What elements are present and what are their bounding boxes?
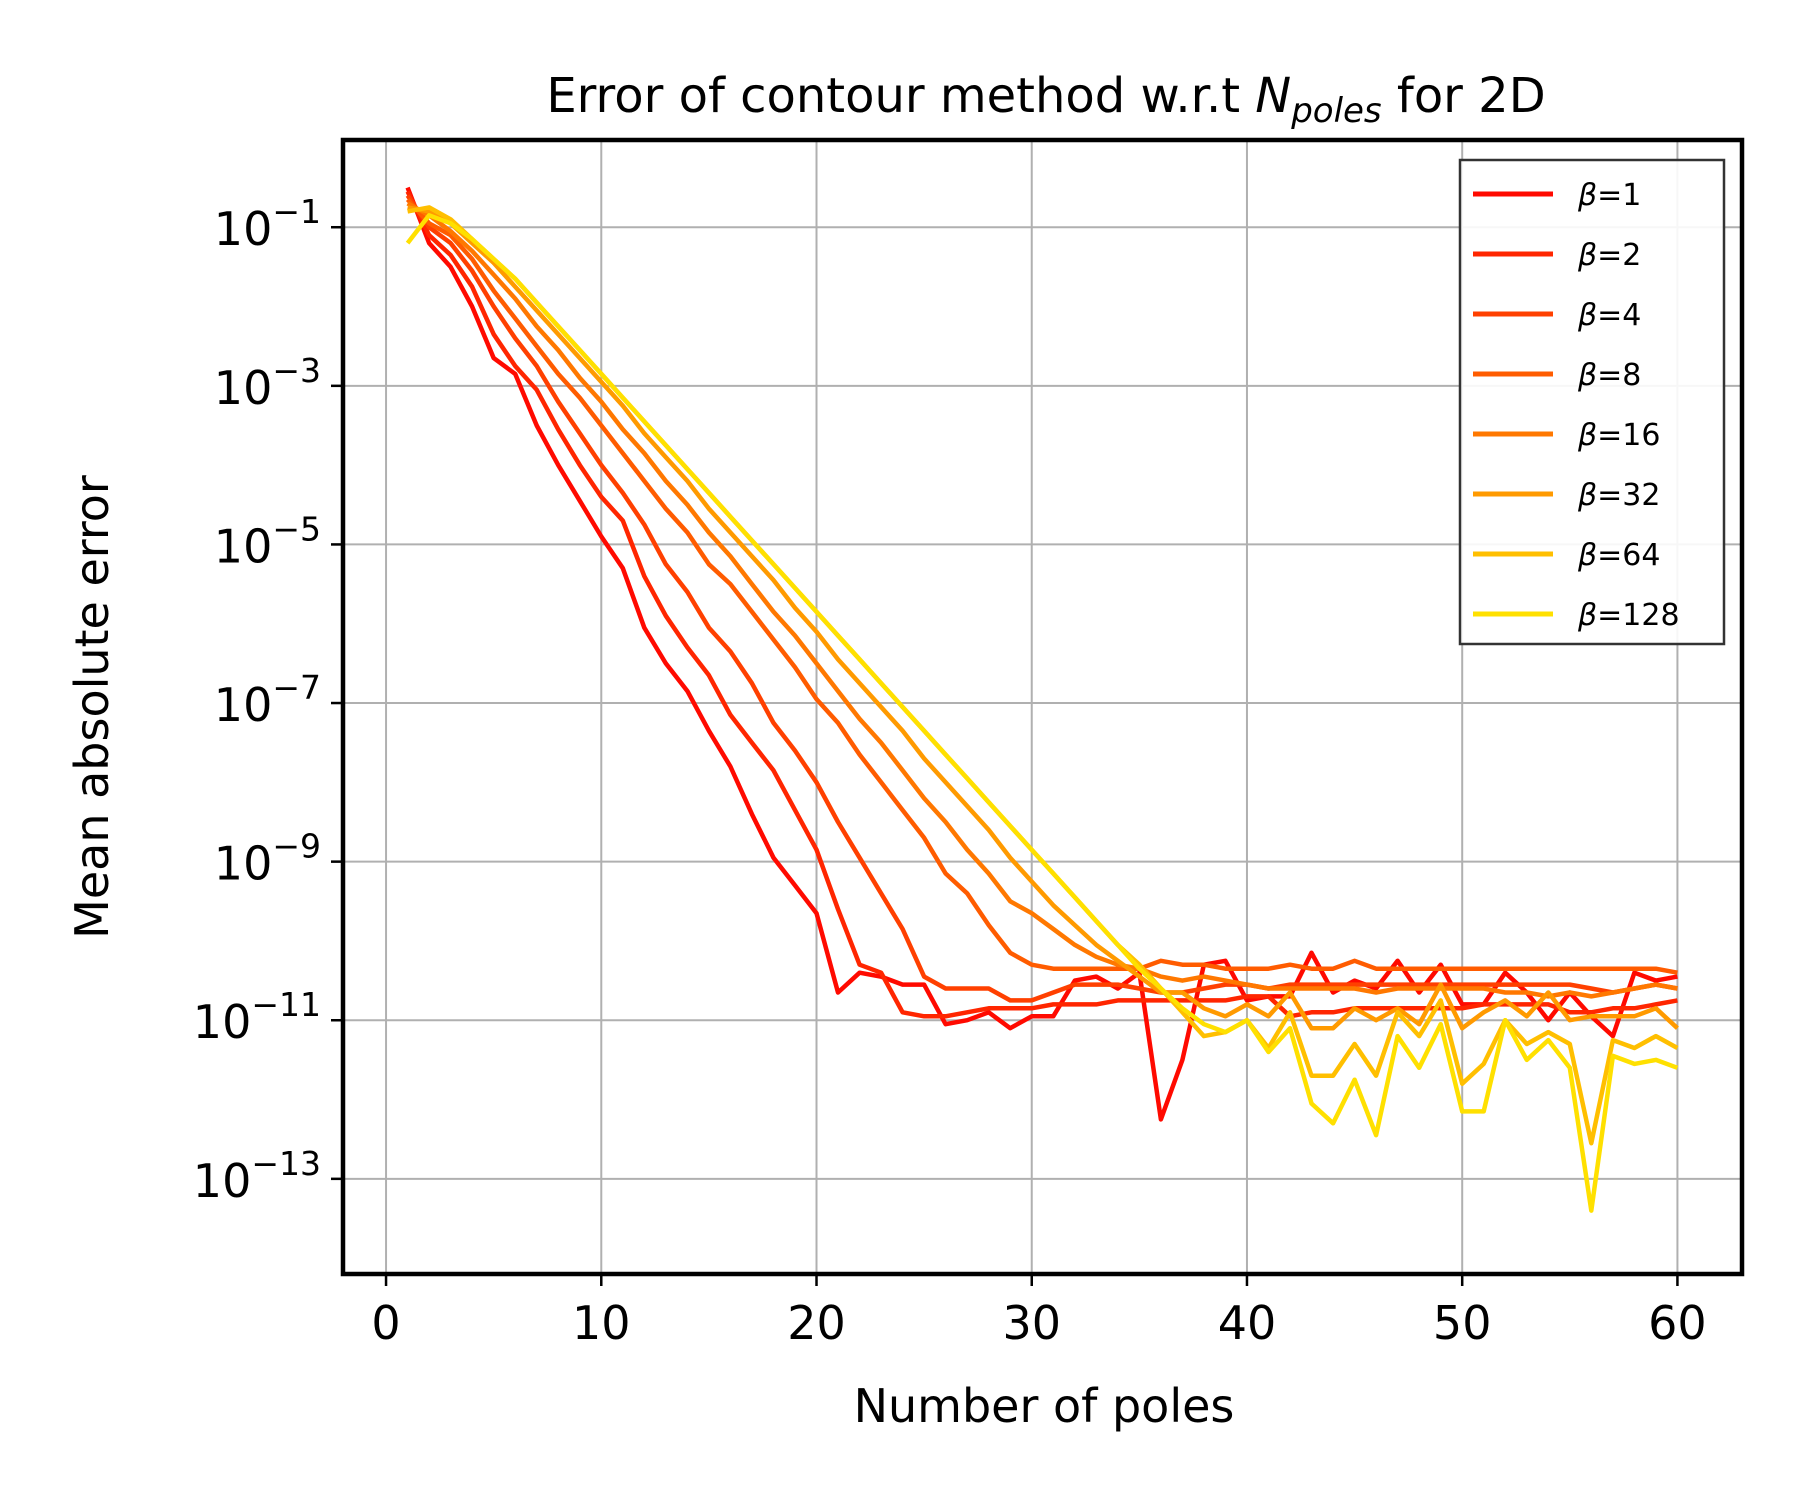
plot-frame: [340, 137, 1745, 1277]
series-line: [406, 201, 1678, 999]
legend-label: β=16: [1577, 418, 1660, 453]
y-tick-label: 10−1: [214, 192, 321, 256]
chart-title-suffix: for 2D: [1382, 68, 1546, 124]
x-tick-label: 0: [371, 1296, 400, 1350]
legend-box: [1458, 158, 1726, 646]
series-line: [407, 205, 1679, 1031]
chart-title-subscript: poles: [1290, 91, 1381, 131]
series-line: [405, 190, 1678, 1019]
chart-title: Error of contour method w.r.t Npoles for…: [546, 68, 1545, 131]
series-lines: [405, 186, 1679, 1213]
y-tick-label: 10−13: [193, 1144, 321, 1208]
chart-title-prefix: Error of contour method w.r.t: [546, 68, 1255, 124]
y-tick-label: 10−11: [193, 985, 321, 1049]
x-tick-label: 10: [572, 1296, 631, 1350]
legend-label: β=32: [1577, 478, 1660, 513]
y-tick-label: 10−9: [214, 827, 321, 891]
legend-label: β=128: [1577, 598, 1680, 633]
axis-ticks: 0 10 20 30 40 50 60 10−1 10−3 10−5 10−7 10−9 10−11 10…: [193, 192, 1707, 1350]
y-tick-label: 10−3: [214, 351, 321, 415]
x-tick-label: 50: [1433, 1296, 1492, 1350]
x-tick-label: 40: [1218, 1296, 1277, 1350]
x-tick-label: 60: [1648, 1296, 1707, 1350]
series-line: [405, 213, 1679, 1213]
series-line: [405, 194, 1678, 1003]
y-axis-title: Mean absolute error: [65, 475, 119, 939]
x-tick-label: 20: [787, 1296, 846, 1350]
chart-title-variable: N: [1255, 68, 1291, 124]
legend-label: β=1: [1577, 178, 1641, 213]
legend: β=1 β=2 β=4 β=8 β=16 β=32 β=64 β=128: [1458, 158, 1726, 646]
y-tick-label: 10−7: [214, 668, 321, 732]
legend-label: β=8: [1577, 358, 1641, 393]
x-tick-label: 30: [1002, 1296, 1061, 1350]
series-line: [405, 197, 1678, 975]
legend-label: β=4: [1577, 298, 1641, 333]
series-line: [405, 186, 1678, 1122]
legend-label: β=64: [1577, 538, 1660, 573]
y-tick-label: 10−5: [214, 509, 321, 573]
x-axis-title: Number of poles: [854, 1379, 1235, 1433]
legend-label: β=2: [1577, 238, 1641, 273]
